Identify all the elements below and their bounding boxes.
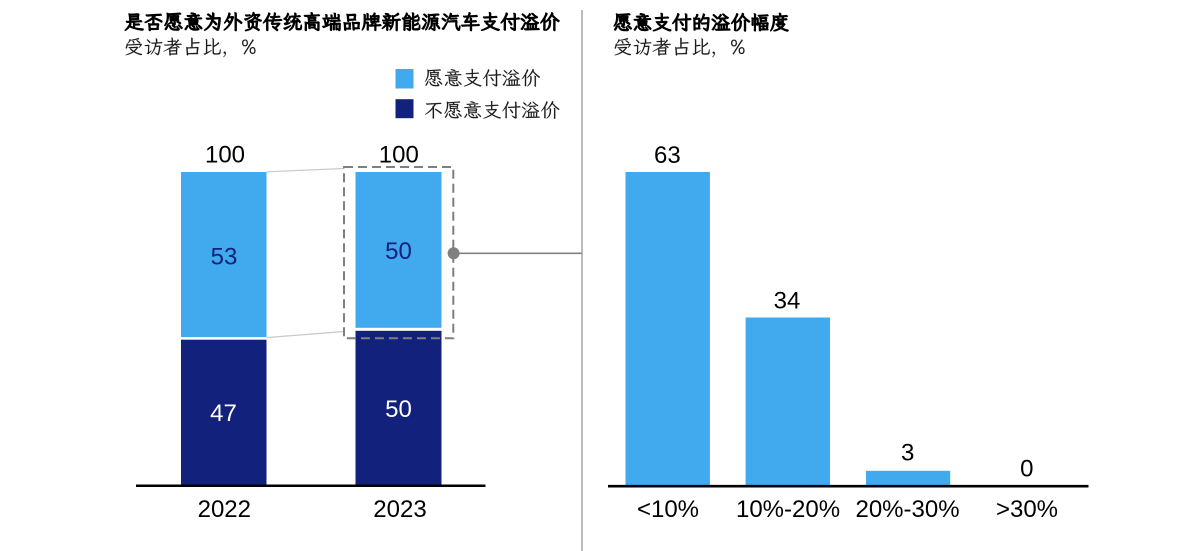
svg-text:63: 63	[654, 142, 681, 169]
svg-text:3: 3	[901, 440, 914, 467]
svg-text:47: 47	[210, 400, 237, 427]
svg-text:2022: 2022	[198, 496, 251, 523]
svg-text:20%-30%: 20%-30%	[855, 496, 959, 523]
svg-text:2023: 2023	[373, 496, 426, 523]
svg-text:<10%: <10%	[637, 496, 699, 523]
svg-text:100: 100	[205, 141, 245, 168]
svg-text:53: 53	[211, 244, 238, 271]
svg-text:0: 0	[1020, 455, 1033, 482]
svg-text:34: 34	[774, 288, 801, 315]
svg-text:50: 50	[385, 238, 412, 265]
svg-text:>30%: >30%	[996, 496, 1058, 523]
svg-text:10%-20%: 10%-20%	[736, 496, 840, 523]
svg-text:100: 100	[379, 141, 419, 168]
svg-text:50: 50	[385, 396, 412, 423]
